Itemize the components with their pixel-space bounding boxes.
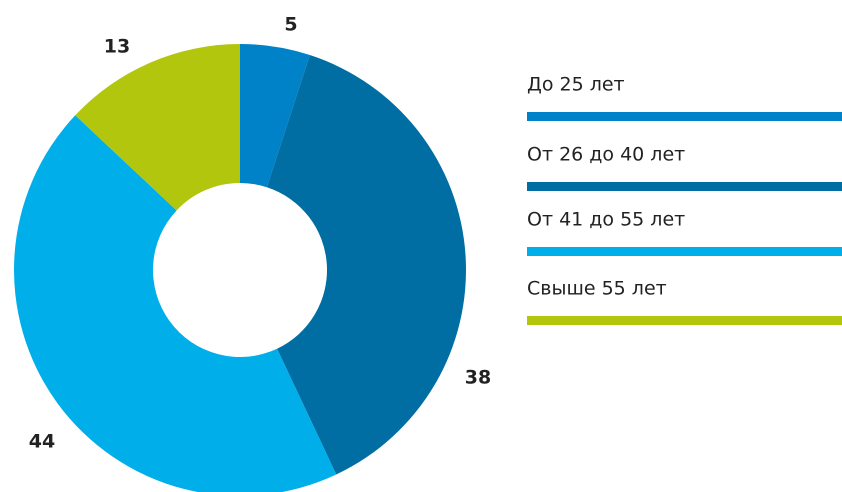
legend-label: От 41 до 55 лет	[527, 209, 685, 231]
legend-label: До 25 лет	[527, 74, 625, 96]
donut-segment	[75, 44, 241, 211]
donut-segment	[240, 44, 310, 188]
legend-swatch	[527, 247, 842, 256]
legend-label: От 26 до 40 лет	[527, 144, 685, 166]
legend-swatch	[527, 182, 842, 191]
legend-label: Свыше 55 лет	[527, 278, 667, 300]
value-label: 38	[465, 367, 491, 389]
value-label: 5	[284, 14, 297, 36]
legend-swatch	[527, 112, 842, 121]
legend-swatch	[527, 316, 842, 325]
value-label: 44	[29, 431, 55, 453]
donut-segment	[266, 55, 466, 475]
donut-segment	[14, 115, 337, 492]
value-label: 13	[104, 36, 130, 58]
